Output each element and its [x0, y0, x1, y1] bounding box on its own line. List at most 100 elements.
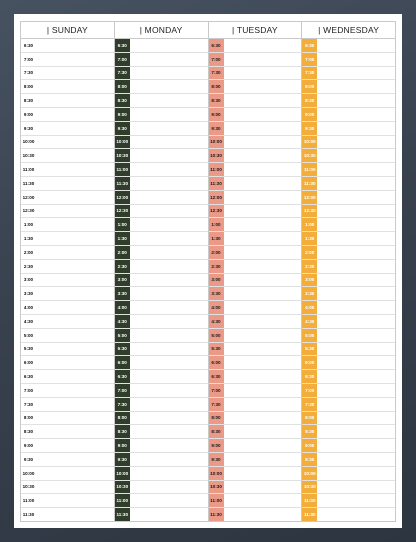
writing-line[interactable]: [36, 384, 114, 397]
writing-line[interactable]: [224, 80, 302, 93]
writing-line[interactable]: [224, 108, 302, 121]
writing-line[interactable]: [224, 191, 302, 204]
writing-line[interactable]: [317, 246, 395, 259]
writing-line[interactable]: [317, 191, 395, 204]
writing-line[interactable]: [130, 301, 208, 314]
writing-line[interactable]: [317, 343, 395, 356]
writing-line[interactable]: [130, 246, 208, 259]
writing-line[interactable]: [224, 467, 302, 480]
writing-line[interactable]: [317, 122, 395, 135]
writing-line[interactable]: [224, 329, 302, 342]
writing-line[interactable]: [130, 274, 208, 287]
writing-line[interactable]: [130, 494, 208, 507]
writing-line[interactable]: [130, 343, 208, 356]
writing-line[interactable]: [224, 315, 302, 328]
writing-line[interactable]: [130, 177, 208, 190]
writing-line[interactable]: [36, 412, 114, 425]
writing-line[interactable]: [317, 136, 395, 149]
writing-line[interactable]: [130, 356, 208, 369]
writing-line[interactable]: [317, 260, 395, 273]
writing-line[interactable]: [130, 108, 208, 121]
writing-line[interactable]: [224, 274, 302, 287]
writing-line[interactable]: [224, 439, 302, 452]
writing-line[interactable]: [36, 453, 114, 466]
writing-line[interactable]: [317, 508, 395, 521]
writing-line[interactable]: [224, 508, 302, 521]
writing-line[interactable]: [317, 453, 395, 466]
writing-line[interactable]: [130, 287, 208, 300]
writing-line[interactable]: [130, 425, 208, 438]
writing-line[interactable]: [317, 149, 395, 162]
writing-line[interactable]: [36, 439, 114, 452]
writing-line[interactable]: [130, 508, 208, 521]
writing-line[interactable]: [317, 218, 395, 231]
writing-line[interactable]: [130, 163, 208, 176]
writing-line[interactable]: [224, 356, 302, 369]
writing-line[interactable]: [130, 232, 208, 245]
writing-line[interactable]: [36, 467, 114, 480]
writing-line[interactable]: [130, 481, 208, 494]
writing-line[interactable]: [224, 246, 302, 259]
writing-line[interactable]: [317, 80, 395, 93]
writing-line[interactable]: [36, 94, 114, 107]
writing-line[interactable]: [36, 274, 114, 287]
writing-line[interactable]: [224, 94, 302, 107]
writing-line[interactable]: [317, 177, 395, 190]
writing-line[interactable]: [36, 329, 114, 342]
writing-line[interactable]: [130, 136, 208, 149]
writing-line[interactable]: [130, 329, 208, 342]
writing-line[interactable]: [317, 329, 395, 342]
writing-line[interactable]: [224, 494, 302, 507]
writing-line[interactable]: [224, 39, 302, 52]
writing-line[interactable]: [317, 108, 395, 121]
writing-line[interactable]: [130, 439, 208, 452]
writing-line[interactable]: [36, 508, 114, 521]
writing-line[interactable]: [36, 80, 114, 93]
writing-line[interactable]: [317, 398, 395, 411]
writing-line[interactable]: [224, 384, 302, 397]
writing-line[interactable]: [130, 149, 208, 162]
writing-line[interactable]: [36, 356, 114, 369]
writing-line[interactable]: [224, 53, 302, 66]
writing-line[interactable]: [130, 94, 208, 107]
writing-line[interactable]: [130, 315, 208, 328]
writing-line[interactable]: [317, 274, 395, 287]
writing-line[interactable]: [317, 315, 395, 328]
writing-line[interactable]: [36, 232, 114, 245]
writing-line[interactable]: [317, 467, 395, 480]
writing-line[interactable]: [130, 453, 208, 466]
writing-line[interactable]: [130, 370, 208, 383]
writing-line[interactable]: [224, 163, 302, 176]
writing-line[interactable]: [36, 287, 114, 300]
writing-line[interactable]: [317, 53, 395, 66]
writing-line[interactable]: [317, 384, 395, 397]
writing-line[interactable]: [317, 425, 395, 438]
writing-line[interactable]: [317, 481, 395, 494]
writing-line[interactable]: [317, 370, 395, 383]
writing-line[interactable]: [36, 136, 114, 149]
writing-line[interactable]: [224, 398, 302, 411]
writing-line[interactable]: [36, 343, 114, 356]
writing-line[interactable]: [224, 149, 302, 162]
writing-line[interactable]: [130, 67, 208, 80]
writing-line[interactable]: [36, 67, 114, 80]
writing-line[interactable]: [36, 398, 114, 411]
writing-line[interactable]: [224, 205, 302, 218]
writing-line[interactable]: [36, 260, 114, 273]
writing-line[interactable]: [224, 301, 302, 314]
writing-line[interactable]: [224, 232, 302, 245]
writing-line[interactable]: [130, 218, 208, 231]
writing-line[interactable]: [317, 163, 395, 176]
writing-line[interactable]: [36, 481, 114, 494]
writing-line[interactable]: [36, 191, 114, 204]
writing-line[interactable]: [36, 246, 114, 259]
writing-line[interactable]: [224, 481, 302, 494]
writing-line[interactable]: [130, 467, 208, 480]
writing-line[interactable]: [130, 398, 208, 411]
writing-line[interactable]: [36, 149, 114, 162]
writing-line[interactable]: [317, 494, 395, 507]
writing-line[interactable]: [36, 494, 114, 507]
writing-line[interactable]: [36, 425, 114, 438]
writing-line[interactable]: [224, 136, 302, 149]
writing-line[interactable]: [317, 39, 395, 52]
